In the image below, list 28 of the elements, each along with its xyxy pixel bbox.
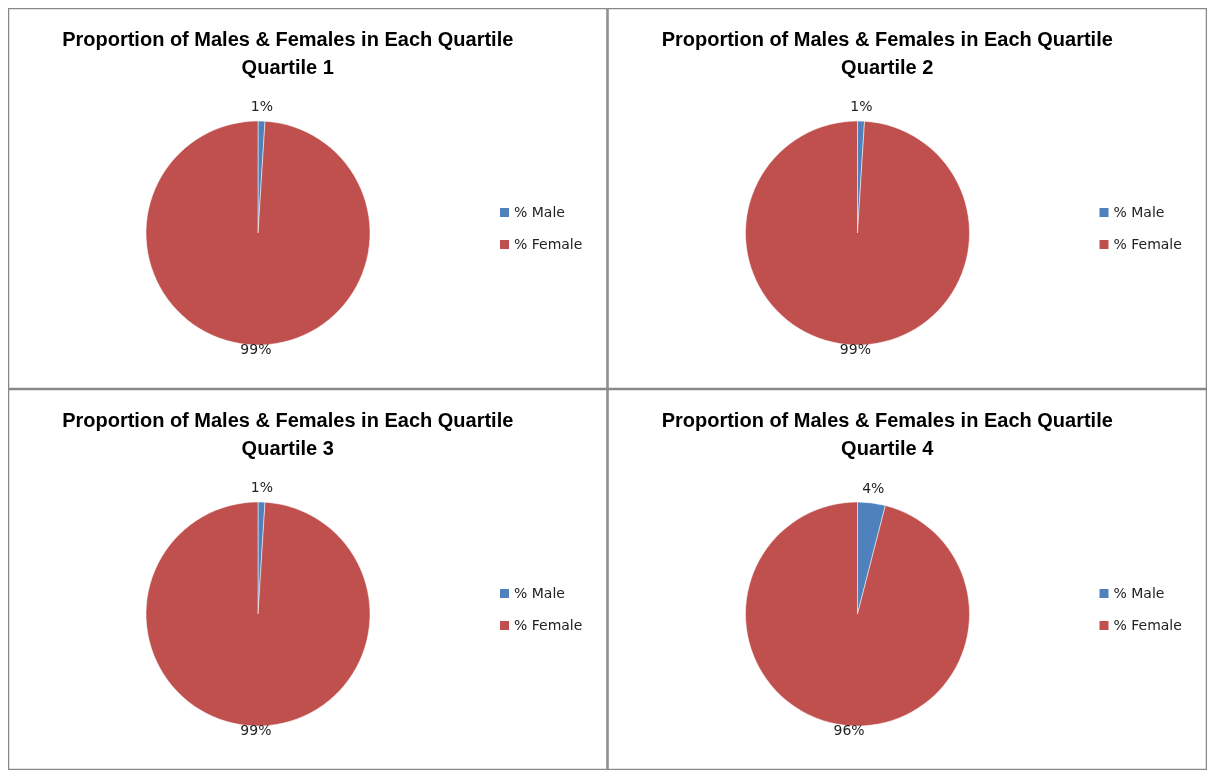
legend-label: % Male — [514, 585, 565, 601]
pie-slice — [745, 501, 970, 727]
legend-label: % Male — [514, 204, 565, 220]
pie-slice — [745, 120, 970, 346]
data-label: 1% — [250, 98, 274, 115]
legend-label: % Female — [1113, 236, 1182, 252]
legend-label: % Female — [1113, 617, 1182, 633]
pie-slice — [145, 501, 371, 727]
data-label: 96% — [833, 721, 865, 738]
legend-label: % Male — [1113, 585, 1165, 601]
data-label: 1% — [850, 98, 873, 115]
data-label: 99% — [240, 722, 272, 739]
legend-label: % Female — [514, 236, 583, 252]
chart-title: Proportion of Males & Females in Each Quartile — [62, 409, 514, 431]
data-label: 1% — [250, 479, 274, 496]
chart-subtitle: Quartile 1 — [241, 56, 334, 78]
chart-subtitle: Quartile 2 — [841, 56, 934, 78]
data-label: 99% — [240, 341, 272, 358]
chart-title: Proportion of Males & Females in Each Quartile — [661, 409, 1113, 431]
chart-title: Proportion of Males & Females in Each Quartile — [62, 28, 514, 50]
chart-subtitle: Quartile 4 — [841, 437, 935, 459]
legend-label: % Male — [1113, 204, 1165, 220]
legend-label: % Female — [514, 617, 583, 633]
data-label: 4% — [862, 479, 885, 496]
chart-subtitle: Quartile 3 — [241, 437, 334, 459]
data-label: 99% — [839, 341, 871, 358]
pie-slice — [145, 120, 371, 346]
chart-title: Proportion of Males & Females in Each Quartile — [661, 28, 1113, 50]
